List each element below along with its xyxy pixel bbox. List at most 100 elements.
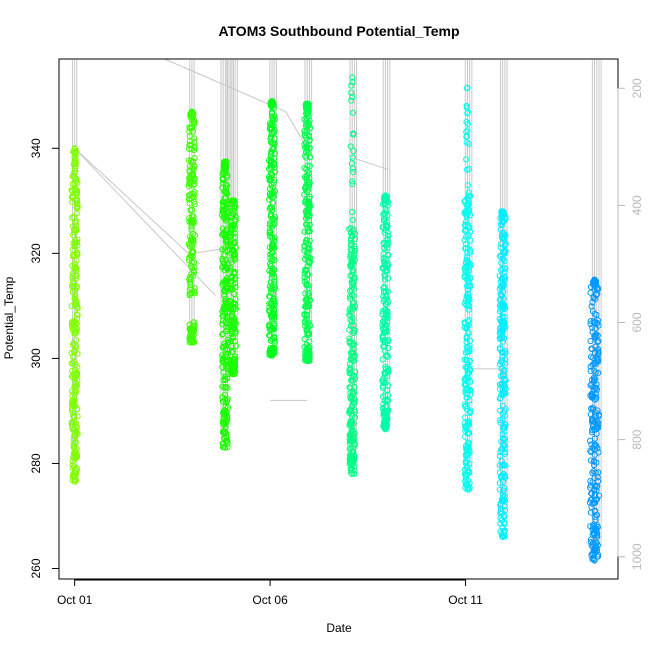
data-point <box>70 436 77 443</box>
data-point <box>190 326 197 333</box>
data-point <box>301 335 308 343</box>
data-point <box>190 217 197 224</box>
x-tick-label: Oct 06 <box>252 593 288 607</box>
data-point <box>74 242 81 249</box>
data-point <box>228 328 235 335</box>
data-point <box>502 231 509 239</box>
data-point <box>501 507 509 514</box>
data-point <box>224 444 231 451</box>
data-point <box>266 196 273 203</box>
data-point <box>229 204 236 211</box>
data-point <box>271 238 278 245</box>
data-point <box>380 223 387 231</box>
data-point <box>304 271 312 278</box>
data-point <box>189 213 196 220</box>
data-point <box>500 248 507 255</box>
y-tick-label: 340 <box>29 138 43 158</box>
data-point <box>463 335 470 342</box>
data-point <box>594 422 601 430</box>
data-point <box>223 399 230 406</box>
data-point <box>69 262 76 269</box>
data-point <box>500 387 508 394</box>
data-point <box>467 247 474 254</box>
data-point <box>270 295 277 303</box>
data-point <box>303 104 311 111</box>
data-point <box>266 233 274 240</box>
data-point <box>227 265 234 272</box>
data-point <box>348 82 355 89</box>
data-point <box>74 311 81 319</box>
data-point <box>497 346 504 353</box>
chart-title: ATOM3 Southbound Potential_Temp <box>218 23 459 39</box>
data-point <box>228 360 235 367</box>
data-point <box>385 369 392 376</box>
data-point <box>270 193 277 200</box>
data-point <box>187 338 194 345</box>
data-point <box>232 301 239 308</box>
data-point <box>350 147 357 155</box>
data-point <box>591 491 598 499</box>
data-point <box>74 201 81 208</box>
data-point <box>498 517 505 524</box>
data-point <box>500 410 507 417</box>
data-point <box>462 268 469 275</box>
data-point <box>71 165 78 172</box>
data-point <box>587 538 594 546</box>
data-point <box>501 324 508 332</box>
data-point <box>346 366 353 373</box>
data-point <box>305 290 312 297</box>
data-point <box>381 416 388 423</box>
data-point <box>73 204 80 211</box>
data-point <box>499 305 506 312</box>
data-point <box>348 403 356 410</box>
data-point <box>382 192 389 199</box>
data-point <box>347 407 355 414</box>
data-point <box>464 222 472 229</box>
data-point <box>348 424 355 431</box>
data-point <box>69 461 76 469</box>
data-point <box>72 217 80 224</box>
data-point <box>464 463 471 471</box>
data-point <box>500 494 507 501</box>
data-point <box>464 481 471 489</box>
data-point <box>347 445 354 452</box>
data-point <box>463 324 470 331</box>
data-point <box>191 163 198 170</box>
data-point <box>381 283 388 291</box>
data-point <box>465 189 473 196</box>
data-point <box>466 358 473 365</box>
data-point <box>266 175 274 182</box>
data-point <box>303 117 310 124</box>
data-point <box>380 343 387 350</box>
data-point <box>587 437 594 444</box>
data-point <box>186 168 193 176</box>
data-point <box>501 249 508 256</box>
data-point <box>223 408 230 415</box>
data-point <box>224 345 231 353</box>
data-point <box>384 397 392 404</box>
data-point <box>348 410 355 417</box>
data-point <box>68 319 75 326</box>
y-axis: 260 280 300 320 340 <box>29 138 60 579</box>
data-point <box>222 423 229 431</box>
data-point <box>305 330 313 337</box>
data-point <box>224 208 231 215</box>
data-point <box>303 236 310 243</box>
data-point <box>462 423 470 430</box>
data-point <box>271 278 278 285</box>
data-point <box>269 215 276 222</box>
data-point <box>464 84 471 91</box>
data-point <box>232 274 239 281</box>
data-point <box>500 487 507 494</box>
x-axis: Oct 01 Oct 06 Oct 11 <box>57 579 483 607</box>
data-point <box>74 363 81 371</box>
data-point <box>461 236 468 244</box>
data-point <box>594 551 602 558</box>
data-point <box>497 528 504 535</box>
data-point <box>384 409 391 416</box>
data-point <box>74 406 81 413</box>
data-point <box>498 267 505 274</box>
data-point <box>73 210 80 217</box>
data-point <box>347 143 354 150</box>
data-point <box>73 470 80 477</box>
